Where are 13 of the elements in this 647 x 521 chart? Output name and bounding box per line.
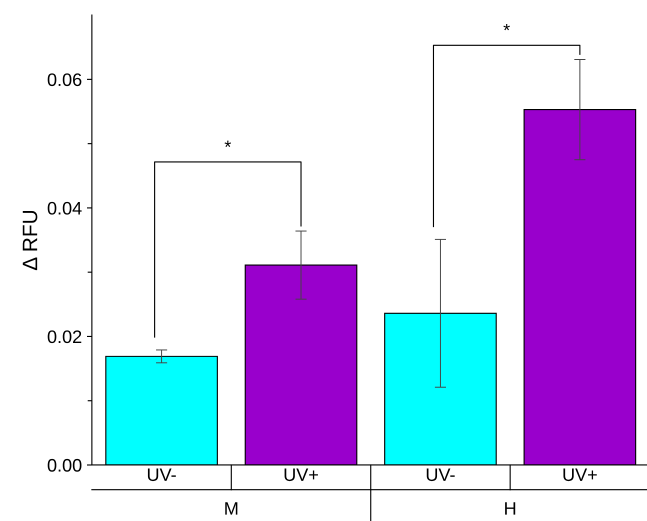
text: H — [505, 502, 516, 515]
y-tick-label: 0.00 — [48, 458, 82, 472]
annotation: * — [503, 24, 510, 30]
y-tick-label: 0.04 — [48, 202, 82, 215]
x-tick-label: UV+ — [284, 468, 318, 482]
x-tick-label: UV- — [148, 468, 176, 482]
x-tick-label: UV+ — [563, 468, 597, 482]
x-tick-label: UV- — [426, 468, 455, 482]
y-tick-label: 0.02 — [48, 330, 82, 344]
y-tick-label: 0.06 — [48, 73, 82, 86]
y-axis-title: Δ RFU — [22, 210, 38, 270]
text: M — [225, 502, 238, 515]
annotation: * — [224, 140, 232, 147]
